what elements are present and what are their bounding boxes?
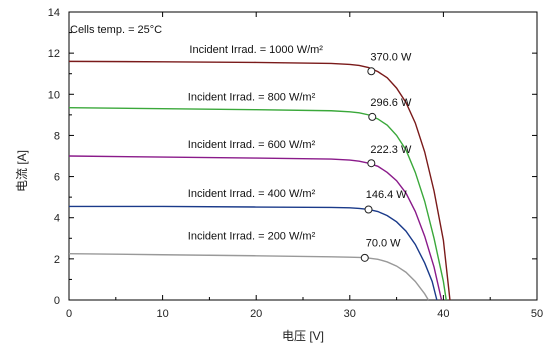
series-line: [68, 155, 443, 301]
x-tick-label: 20: [250, 308, 262, 320]
x-tick-label: 50: [531, 308, 543, 320]
mpp-point: [367, 67, 376, 76]
x-tick-label: 10: [156, 308, 168, 320]
series-name-label: Incident Irrad. = 400 W/m²: [188, 188, 316, 200]
y-axis-title: 电流 [A]: [15, 150, 29, 192]
y-tick-label: 0: [54, 295, 60, 307]
mpp-point: [367, 159, 376, 168]
series-name-label: Incident Irrad. = 800 W/m²: [188, 91, 316, 103]
x-axis-title: 电压 [V]: [282, 329, 324, 343]
x-tick-label: 0: [66, 308, 72, 320]
x-tick-label: 30: [344, 308, 356, 320]
series-name-label: Incident Irrad. = 600 W/m²: [188, 139, 316, 151]
mpp-point: [360, 253, 369, 262]
y-tick-label: 14: [48, 7, 60, 19]
y-tick-label: 12: [48, 48, 60, 60]
series-line: [69, 205, 438, 301]
mpp-power-label: 296.6 W: [370, 97, 412, 109]
series-line: [68, 253, 430, 301]
labels: 370.0 W Incident Irrad. = 1000 W/m² 296.6 …: [188, 44, 412, 249]
mpp-power-label: 370.0 W: [370, 51, 412, 63]
series-line: [68, 60, 451, 301]
y-tick-label: 8: [54, 130, 60, 142]
mpp-point: [364, 205, 373, 214]
series-line: [68, 106, 447, 301]
axes: 0 10 20 30 40 50 0 2 4 6 8 10 12 14: [48, 7, 543, 320]
curves: [68, 60, 451, 301]
series-name-label: Incident Irrad. = 1000 W/m²: [189, 44, 323, 56]
mpp-power-label: 70.0 W: [366, 238, 401, 250]
y-tick-label: 6: [54, 172, 60, 184]
y-tick-label: 10: [48, 89, 60, 101]
y-tick-label: 4: [54, 213, 60, 225]
mpp-power-label: 222.3 W: [370, 144, 412, 156]
mpp-point: [368, 112, 377, 121]
y-tick-label: 2: [54, 254, 60, 266]
temperature-annotation: Cells temp. = 25°C: [70, 24, 162, 36]
mpp-markers: [360, 67, 377, 262]
series-name-label: Incident Irrad. = 200 W/m²: [188, 230, 316, 242]
mpp-power-label: 146.4 W: [366, 189, 408, 201]
x-tick-label: 40: [437, 308, 449, 320]
